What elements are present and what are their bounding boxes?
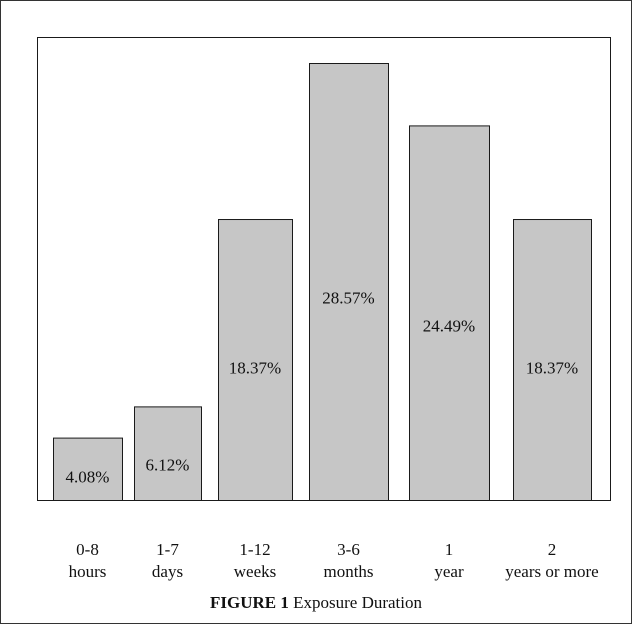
data-label-3: 28.57% [322,288,374,307]
figure-caption: FIGURE 1 Exposure Duration [0,593,632,613]
bar-0 [53,437,123,502]
x-tick-label-5-line-0: 2 [548,540,557,559]
bar-1 [134,406,202,501]
x-tick-labels-group: 0-8 hours 1-7 days 1-12 weeks 3-6 months 1 year 2 y… [69,540,599,581]
x-tick-label-2-line-0: 1-12 [239,540,270,559]
bar-2 [218,219,293,501]
x-tick-label-3-line-0: 3-6 [337,540,360,559]
bars-group [53,63,592,502]
x-tick-label-1-line-1: days [152,562,183,581]
figure-number: FIGURE 1 [209,593,289,612]
x-tick-label-2-line-1: weeks [234,562,276,581]
x-tick-label-4-line-0: 1 [445,540,454,559]
data-label-4: 24.49% [423,316,475,335]
bar-5 [513,219,592,501]
x-tick-label-5-line-1: years or more [505,562,598,581]
data-label-1: 6.12% [146,455,190,474]
data-labels-group: 4.08% 6.12% 18.37% 28.57% 24.49% 18.37% [66,288,579,486]
x-tick-label-3-line-1: months [323,562,373,581]
data-label-2: 18.37% [229,359,281,378]
bar-3 [309,63,389,501]
x-tick-label-4-line-1: year [434,562,464,581]
data-label-5: 18.37% [526,359,578,378]
data-label-0: 4.08% [66,467,110,486]
x-tick-label-0-line-0: 0-8 [76,540,99,559]
bar-4 [409,125,490,502]
x-tick-label-0-line-1: hours [69,562,107,581]
x-tick-label-1-line-0: 1-7 [156,540,179,559]
figure-title: Exposure Duration [293,593,422,612]
